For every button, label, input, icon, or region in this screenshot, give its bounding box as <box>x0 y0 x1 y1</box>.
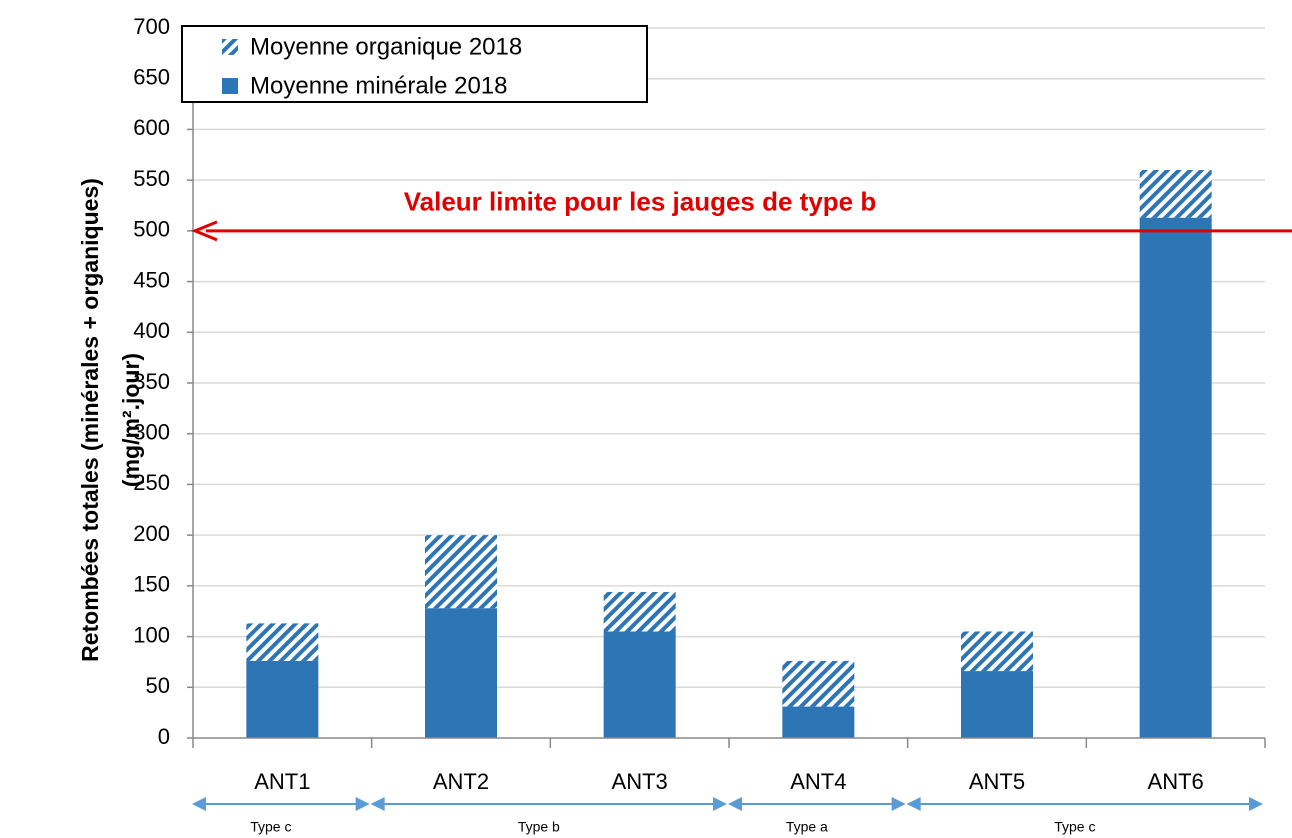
x-tick-label: ANT1 <box>254 769 310 794</box>
bar-segment <box>246 623 319 661</box>
group-arrowhead <box>370 797 385 811</box>
group-arrowhead <box>906 797 921 811</box>
y-tick-label: 550 <box>133 166 170 191</box>
y-tick-label: 300 <box>133 420 170 445</box>
group-arrowhead <box>1249 797 1263 811</box>
bar-segment <box>1139 170 1212 218</box>
y-tick-label: 150 <box>133 572 170 597</box>
x-tick-label: ANT2 <box>433 769 489 794</box>
limit-label: Valeur limite pour les jauges de type b <box>404 187 876 217</box>
group-label: Type a <box>786 819 828 835</box>
group-label: Type c <box>250 819 291 835</box>
limit-arrowhead <box>191 220 218 242</box>
group-arrowhead <box>713 797 727 811</box>
bar-segment <box>246 660 319 738</box>
bar-segment <box>425 535 497 609</box>
group-label: Type c <box>1054 819 1095 835</box>
y-tick-label: 50 <box>146 673 170 698</box>
y-tick-label: 650 <box>133 65 170 90</box>
x-tick-label: ANT4 <box>790 769 846 794</box>
bar-segment <box>1139 217 1212 738</box>
y-tick-label: 400 <box>133 318 170 343</box>
x-tick-label: ANT6 <box>1148 769 1204 794</box>
y-tick-label: 0 <box>158 724 170 749</box>
bar-segment <box>782 706 855 738</box>
group-arrowhead <box>192 797 206 811</box>
y-tick-label: 250 <box>133 470 170 495</box>
x-tick-label: ANT5 <box>969 769 1025 794</box>
y-axis-label: (mg/m².jour) <box>118 353 144 487</box>
legend-swatch <box>222 39 238 55</box>
legend-box <box>181 25 648 103</box>
bar-segment <box>961 671 1033 738</box>
x-tick-label: ANT3 <box>612 769 668 794</box>
y-tick-label: 700 <box>133 14 170 39</box>
y-tick-label: 450 <box>133 267 170 292</box>
y-axis-label: Retombées totales (minérales + organique… <box>77 178 103 662</box>
y-tick-label: 600 <box>133 115 170 140</box>
group-arrowhead <box>728 797 742 811</box>
group-arrowhead <box>355 797 370 811</box>
bar-segment <box>782 660 855 707</box>
legend-swatch <box>222 78 238 94</box>
y-tick-label: 350 <box>133 369 170 394</box>
bar-segment <box>603 591 676 632</box>
group-arrowhead <box>891 797 906 811</box>
legend-label: Moyenne minérale 2018 <box>250 72 508 99</box>
y-tick-label: 500 <box>133 217 170 242</box>
bar-segment <box>961 631 1033 672</box>
y-tick-label: 200 <box>133 521 170 546</box>
legend-label: Moyenne organique 2018 <box>250 33 522 60</box>
group-label: Type b <box>518 819 560 835</box>
bar-segment <box>603 631 676 738</box>
y-tick-label: 100 <box>133 622 170 647</box>
bar-segment <box>425 608 497 738</box>
